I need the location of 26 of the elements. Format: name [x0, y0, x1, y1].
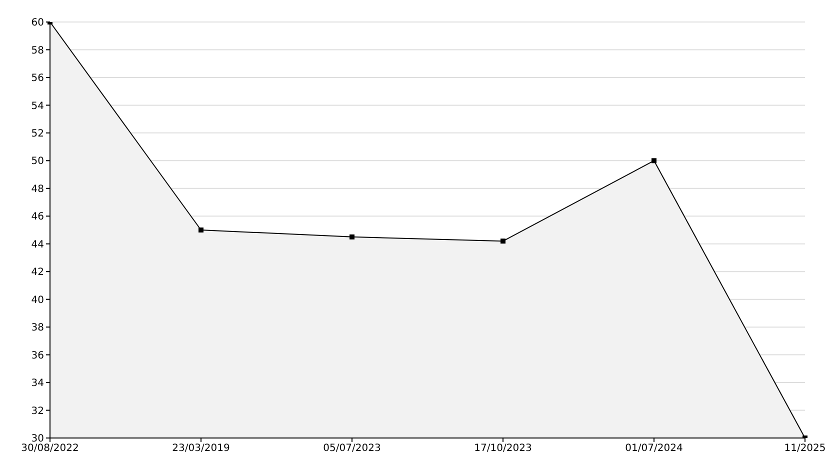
x-tick-label: 05/07/2023 — [323, 443, 381, 454]
point — [652, 158, 656, 164]
y-tick-label: 46 — [31, 212, 44, 223]
x-tick-label: 11/2025 — [784, 443, 826, 454]
x-tick-label: 17/10/2023 — [474, 443, 532, 454]
x-tick-label: 23/03/2019 — [172, 443, 230, 454]
point — [350, 234, 354, 240]
y-tick-label: 36 — [31, 350, 44, 362]
point — [500, 238, 506, 244]
y-tick-label: 54 — [31, 100, 44, 112]
x-tick-label: 01/07/2024 — [625, 443, 683, 454]
y-tick-label: 58 — [31, 45, 44, 56]
y-tick-label: 60 — [31, 18, 44, 29]
y-tick-label: 48 — [31, 184, 44, 195]
y-tick-label: 38 — [31, 322, 44, 334]
y-tick-label: 40 — [31, 294, 44, 306]
x-tick-label: 30/08/2022 — [21, 443, 79, 454]
y-tick-label: 30 — [31, 434, 44, 445]
y-tick-label: 56 — [31, 73, 44, 84]
y-tick-label: 32 — [31, 406, 44, 417]
point — [198, 228, 204, 232]
y-tick-label: 52 — [31, 128, 44, 140]
y-tick-label: 42 — [31, 267, 44, 278]
y-tick-label: 50 — [31, 156, 44, 168]
y-tick-label: 34 — [31, 378, 44, 390]
y-tick-label: 44 — [31, 239, 44, 250]
